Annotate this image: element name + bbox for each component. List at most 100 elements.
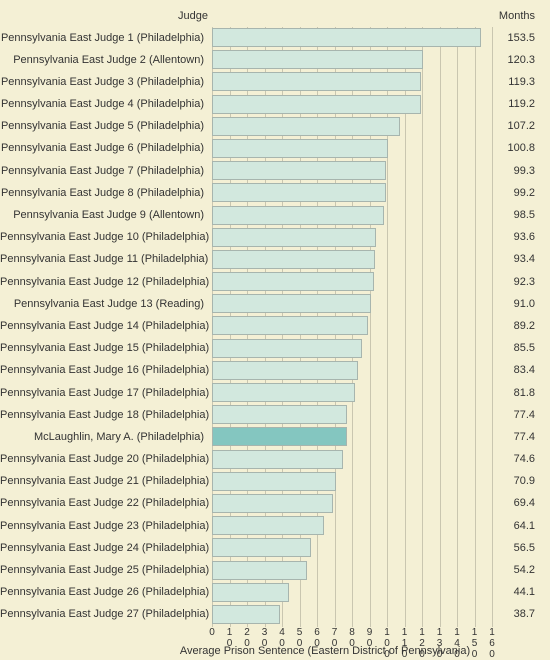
bar	[212, 161, 386, 180]
judge-label: Pennsylvania East Judge 6 (Philadelphia)	[0, 142, 208, 154]
bar	[212, 228, 376, 247]
months-value: 54.2	[514, 564, 535, 576]
judge-label: Pennsylvania East Judge 15 (Philadelphia…	[0, 342, 208, 354]
chart-row: Pennsylvania East Judge 2 (Allentown) 120…	[0, 49, 550, 70]
months-value: 77.4	[514, 409, 535, 421]
chart-row: Pennsylvania East Judge 8 (Philadelphia)…	[0, 182, 550, 203]
chart-row: Pennsylvania East Judge 21 (Philadelphia…	[0, 471, 550, 492]
bar	[212, 516, 324, 535]
chart-row: Pennsylvania East Judge 10 (Philadelphia…	[0, 227, 550, 248]
chart-row: Pennsylvania East Judge 18 (Philadelphia…	[0, 404, 550, 425]
months-value: 119.3	[508, 76, 535, 88]
judge-label: Pennsylvania East Judge 25 (Philadelphia…	[0, 564, 208, 576]
chart-row: Pennsylvania East Judge 22 (Philadelphia…	[0, 493, 550, 514]
months-value: 99.3	[514, 165, 535, 177]
months-value: 70.9	[514, 475, 535, 487]
months-value: 56.5	[514, 542, 535, 554]
bar	[212, 472, 336, 491]
judge-label: Pennsylvania East Judge 5 (Philadelphia)	[0, 120, 208, 132]
judge-label: Pennsylvania East Judge 1 (Philadelphia)	[0, 32, 208, 44]
months-value: 100.8	[507, 142, 535, 154]
bar-highlight	[212, 427, 347, 446]
months-value: 92.3	[514, 276, 535, 288]
judge-label: Pennsylvania East Judge 7 (Philadelphia)	[0, 165, 208, 177]
months-value: 153.5	[507, 32, 535, 44]
judge-label: Pennsylvania East Judge 17 (Philadelphia…	[0, 387, 208, 399]
bar	[212, 294, 371, 313]
chart-row: Pennsylvania East Judge 17 (Philadelphia…	[0, 382, 550, 403]
months-value: 85.5	[514, 342, 535, 354]
chart-row: Pennsylvania East Judge 1 (Philadelphia)…	[0, 27, 550, 48]
months-value: 91.0	[514, 298, 535, 310]
judge-label: Pennsylvania East Judge 4 (Philadelphia)	[0, 98, 208, 110]
bar	[212, 72, 421, 91]
judge-label: Pennsylvania East Judge 8 (Philadelphia)	[0, 187, 208, 199]
bar	[212, 561, 307, 580]
chart-row: Pennsylvania East Judge 11 (Philadelphia…	[0, 249, 550, 270]
months-value: 38.7	[514, 608, 535, 620]
judge-label: Pennsylvania East Judge 11 (Philadelphia…	[0, 253, 208, 265]
header-months: Months	[499, 10, 535, 22]
chart-row: Pennsylvania East Judge 24 (Philadelphia…	[0, 537, 550, 558]
judge-label: Pennsylvania East Judge 26 (Philadelphia…	[0, 586, 208, 598]
bar	[212, 206, 384, 225]
months-value: 98.5	[514, 209, 535, 221]
months-value: 81.8	[514, 387, 535, 399]
chart-row: Pennsylvania East Judge 13 (Reading) 91.0	[0, 293, 550, 314]
chart-row: Pennsylvania East Judge 25 (Philadelphia…	[0, 560, 550, 581]
months-value: 64.1	[514, 520, 535, 532]
bar	[212, 316, 368, 335]
bar	[212, 583, 289, 602]
chart-rows: Pennsylvania East Judge 1 (Philadelphia)…	[0, 27, 550, 626]
judge-label: McLaughlin, Mary A. (Philadelphia)	[0, 431, 208, 443]
bar	[212, 383, 355, 402]
header-judge: Judge	[178, 10, 208, 22]
months-value: 107.2	[507, 120, 535, 132]
months-value: 77.4	[514, 431, 535, 443]
judge-label: Pennsylvania East Judge 27 (Philadelphia…	[0, 608, 208, 620]
judge-label: Pennsylvania East Judge 2 (Allentown)	[0, 54, 208, 66]
chart-row: Pennsylvania East Judge 6 (Philadelphia)…	[0, 138, 550, 159]
bar	[212, 494, 333, 513]
x-axis-title: Average Prison Sentence (Eastern Distric…	[0, 645, 550, 657]
months-value: 93.6	[514, 231, 535, 243]
chart-row: Pennsylvania East Judge 27 (Philadelphia…	[0, 604, 550, 625]
judge-label: Pennsylvania East Judge 10 (Philadelphia…	[0, 231, 208, 243]
judge-label: Pennsylvania East Judge 3 (Philadelphia)	[0, 76, 208, 88]
chart-container: Judge Months Pennsylvania East Judge 1 (…	[0, 0, 550, 658]
months-value: 119.2	[508, 98, 535, 110]
bar	[212, 361, 358, 380]
chart-row: Pennsylvania East Judge 4 (Philadelphia)…	[0, 94, 550, 115]
chart-row: Pennsylvania East Judge 16 (Philadelphia…	[0, 360, 550, 381]
judge-label: Pennsylvania East Judge 24 (Philadelphia…	[0, 542, 208, 554]
bar	[212, 405, 347, 424]
judge-label: Pennsylvania East Judge 9 (Allentown)	[0, 209, 208, 221]
chart-row: Pennsylvania East Judge 23 (Philadelphia…	[0, 515, 550, 536]
bar	[212, 183, 386, 202]
months-value: 93.4	[514, 253, 535, 265]
months-value: 44.1	[514, 586, 535, 598]
bar	[212, 250, 375, 269]
chart-row: Pennsylvania East Judge 7 (Philadelphia)…	[0, 160, 550, 181]
judge-label: Pennsylvania East Judge 20 (Philadelphia…	[0, 453, 208, 465]
bar	[212, 538, 311, 557]
judge-label: Pennsylvania East Judge 13 (Reading)	[0, 298, 208, 310]
chart-row: Pennsylvania East Judge 12 (Philadelphia…	[0, 271, 550, 292]
months-value: 99.2	[514, 187, 535, 199]
bar	[212, 50, 423, 69]
months-value: 89.2	[514, 320, 535, 332]
bar	[212, 272, 374, 291]
chart-row: Pennsylvania East Judge 15 (Philadelphia…	[0, 338, 550, 359]
judge-label: Pennsylvania East Judge 23 (Philadelphia…	[0, 520, 208, 532]
months-value: 69.4	[514, 497, 535, 509]
chart-row: Pennsylvania East Judge 14 (Philadelphia…	[0, 315, 550, 336]
months-value: 120.3	[507, 54, 535, 66]
judge-label: Pennsylvania East Judge 22 (Philadelphia…	[0, 497, 208, 509]
judge-label: Pennsylvania East Judge 18 (Philadelphia…	[0, 409, 208, 421]
judge-label: Pennsylvania East Judge 16 (Philadelphia…	[0, 364, 208, 376]
chart-row: Pennsylvania East Judge 26 (Philadelphia…	[0, 582, 550, 603]
chart-row: Pennsylvania East Judge 20 (Philadelphia…	[0, 449, 550, 470]
chart-row: Pennsylvania East Judge 3 (Philadelphia)…	[0, 71, 550, 92]
chart-row: McLaughlin, Mary A. (Philadelphia) 77.4	[0, 426, 550, 447]
bar	[212, 339, 362, 358]
